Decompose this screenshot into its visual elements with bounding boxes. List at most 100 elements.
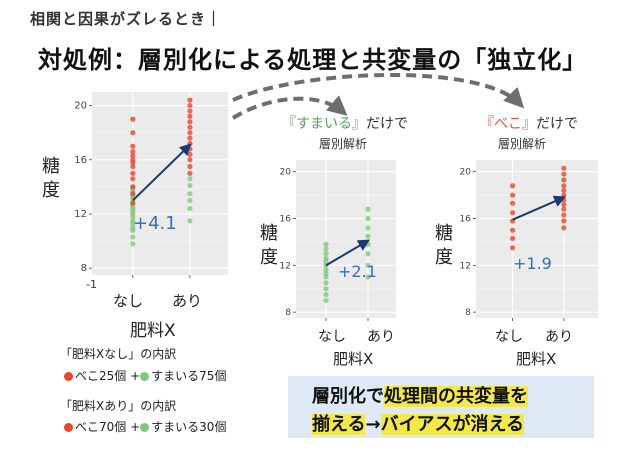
beko-dot-icon: [64, 423, 73, 432]
x-tick-label-none-right: なし: [495, 329, 523, 345]
data-point: [130, 224, 136, 231]
y-tick-label: 8: [285, 308, 291, 318]
y-tick-label: 16: [74, 155, 87, 166]
data-point: [561, 212, 567, 218]
data-point: [561, 192, 567, 198]
data-point: [187, 151, 193, 157]
data-point: [130, 130, 136, 136]
trend-arrow: [512, 195, 567, 221]
callout-line2: 揃える→バイアスが消える: [312, 414, 525, 435]
data-point: [130, 218, 136, 224]
x-axis-label-right: 肥料X: [516, 350, 557, 368]
beko-dot-icon: [64, 372, 73, 381]
data-point: [187, 113, 193, 119]
data-point: [130, 200, 136, 206]
data-point: [187, 191, 193, 197]
data-point: [187, 197, 193, 204]
data-point: [365, 274, 371, 280]
data-point: [323, 280, 329, 286]
data-point: [187, 108, 193, 114]
effect-label-left: +4.1: [133, 213, 177, 234]
x-tick-label-yes-middle: あり: [367, 329, 395, 345]
data-point: [365, 215, 371, 222]
right-subtitle: 『べこ』だけで: [480, 116, 578, 132]
data-point: [323, 246, 329, 252]
y-tick-label: 20: [74, 101, 87, 112]
data-point: [187, 102, 193, 109]
y-tick-label: 8: [81, 263, 87, 274]
data-point: [187, 119, 193, 125]
right-subtitle2: 層別解析: [498, 137, 547, 151]
x-tick-label-none-left: なし: [113, 292, 144, 310]
middle-subtitle2: 層別解析: [319, 137, 368, 151]
data-point: [561, 187, 567, 194]
data-point: [561, 171, 567, 177]
data-point: [509, 210, 516, 216]
data-point: [323, 267, 329, 273]
data-point: [561, 177, 567, 183]
data-point: [130, 116, 136, 122]
dashed-arrow-to-right: [232, 73, 525, 109]
data-point: [561, 225, 567, 231]
data-point: [130, 143, 136, 149]
note-none-title: 「肥料Xなし」の内訳: [60, 347, 177, 361]
data-point: [130, 153, 136, 159]
data-point: [509, 245, 516, 251]
data-point: [187, 130, 193, 136]
x-tick-label-yes-left: あり: [172, 292, 203, 310]
y-tick-label: 12: [460, 261, 471, 271]
chart-panel-middle: 8 12 16 20: [280, 160, 396, 321]
callout-box: 層別化で処理間の共変量を 揃える→バイアスが消える: [288, 376, 594, 438]
data-point: [130, 234, 136, 240]
data-point: [323, 286, 329, 292]
data-point: [323, 241, 329, 247]
data-point: [187, 124, 193, 130]
extra-tick-label: -1: [86, 278, 97, 291]
data-point: [130, 163, 136, 170]
data-point: [509, 183, 516, 189]
data-point: [187, 157, 193, 163]
data-point: [187, 182, 193, 189]
data-point: [561, 183, 567, 189]
data-point: [509, 192, 516, 198]
data-point: [365, 225, 371, 231]
data-point: [130, 149, 136, 155]
effect-label-middle: +2.1: [338, 262, 377, 281]
data-point: [130, 191, 136, 197]
y-tick-label: 20: [460, 168, 472, 178]
data-point: [187, 170, 193, 176]
data-point: [130, 157, 136, 163]
data-point: [365, 233, 371, 239]
dashed-arrow-to-middle: [231, 95, 348, 120]
x-tick-label-none-middle: なし: [318, 329, 346, 345]
y-axis-label-right: 糖度: [435, 223, 453, 268]
trend-arrow: [325, 239, 371, 267]
note-yes-title: 「肥料Xあり」の内訳: [60, 399, 177, 413]
data-point: [323, 297, 329, 304]
data-point: [187, 176, 193, 182]
data-point: [130, 176, 136, 182]
y-tick-label: 12: [280, 261, 291, 271]
data-point: [561, 165, 567, 171]
y-tick-label: 20: [280, 168, 292, 178]
x-tick-label-yes-right: あり: [545, 329, 573, 345]
y-axis-label-left: 糖度: [42, 156, 60, 201]
data-point: [561, 206, 567, 212]
data-point: [509, 227, 516, 233]
trend-arrow: [132, 143, 192, 202]
x-axis-label-left: 肥料X: [130, 321, 176, 341]
middle-subtitle: 『すまいる』だけで: [282, 116, 408, 132]
y-tick-label: 16: [460, 215, 472, 225]
chart-panel-left: 8 12 16 20: [74, 92, 228, 278]
data-point: [323, 251, 329, 257]
sumairu-dot-icon: [140, 423, 150, 432]
plot-background: [92, 92, 228, 275]
data-point: [365, 262, 371, 268]
section-header: 相関と因果がズレるとき｜: [30, 10, 223, 28]
data-point: [365, 251, 371, 257]
note-none-breakdown: べこ25個 + すまいる75個: [64, 367, 226, 384]
data-point: [187, 163, 193, 170]
data-point: [187, 135, 193, 141]
data-point: [130, 241, 136, 247]
